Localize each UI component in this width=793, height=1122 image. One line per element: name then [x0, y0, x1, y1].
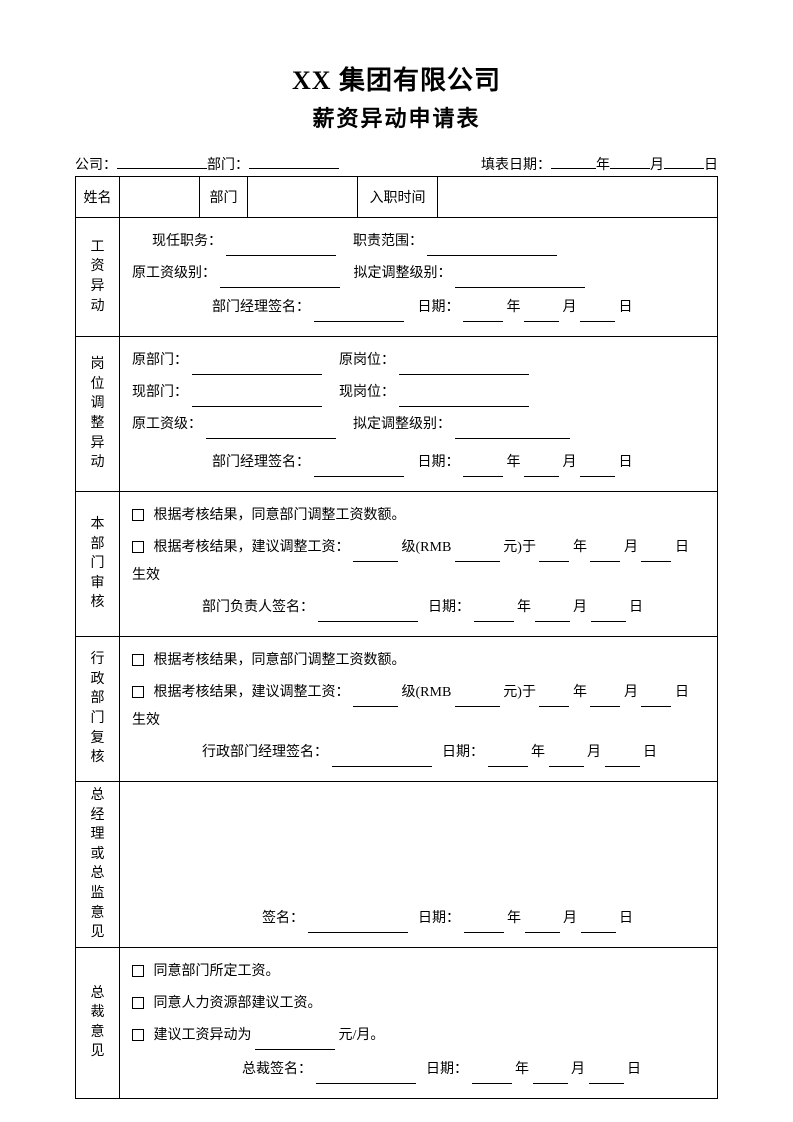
checkbox-icon[interactable] — [132, 686, 144, 698]
current-position-label: 现任职务： — [152, 234, 222, 249]
basic-info-row: 姓名 部门 入职时间 — [76, 177, 718, 218]
position-change-row: 岗位调整异动 原部门： 原岗位： 现部门： 现岗位： 原工资级： — [76, 337, 718, 492]
gm-opinion-row: 总经理或总监意见 签名： 日期： 年 月 日 — [76, 782, 718, 948]
salary-change-row: 工资异动 现任职务： 职责范围： 原工资级别： 拟定调整级别： 部门经理签名： — [76, 218, 718, 337]
admin-review-row: 行政部门复核 根据考核结果，同意部门调整工资数额。 根据考核结果，建议调整工资：… — [76, 637, 718, 782]
title-block: XX 集团有限公司 薪资异动申请表 — [75, 60, 718, 133]
hire-date-label: 入职时间 — [358, 177, 438, 218]
current-position-input[interactable] — [226, 238, 336, 256]
sig-year-input[interactable] — [463, 304, 503, 322]
admin-review-side: 行政部门复核 — [76, 637, 120, 782]
ceo-opt1: 同意部门所定工资。 — [154, 964, 280, 979]
checkbox-icon[interactable] — [132, 509, 144, 521]
year-input[interactable] — [551, 151, 596, 169]
dept-review-row: 本部门审核 根据考核结果，同意部门调整工资数额。 根据考核结果，建议调整工资： … — [76, 492, 718, 637]
company-title: XX 集团有限公司 — [75, 60, 718, 97]
orig-post-input[interactable] — [399, 357, 529, 375]
orig-dept-input[interactable] — [192, 357, 322, 375]
dept-opt1: 根据考核结果，同意部门调整工资数额。 — [154, 508, 406, 523]
checkbox-icon[interactable] — [132, 997, 144, 1009]
gm-opinion-side: 总经理或总监意见 — [76, 782, 120, 948]
company-input[interactable] — [117, 151, 207, 169]
sig-month-input[interactable] — [524, 304, 559, 322]
dept-review-content: 根据考核结果，同意部门调整工资数额。 根据考核结果，建议调整工资： 级(RMB … — [120, 492, 718, 637]
dept-cell-input[interactable] — [248, 177, 358, 218]
fill-date-label: 填表日期： — [481, 154, 551, 174]
day-input[interactable] — [664, 151, 704, 169]
orig-grade-input[interactable] — [220, 270, 340, 288]
salary-change-side: 工资异动 — [76, 218, 120, 337]
gm-sig-label: 签名： — [262, 911, 304, 926]
year-label: 年 — [596, 154, 610, 174]
dept-cell-label: 部门 — [200, 177, 248, 218]
orig-grade-label: 原工资级别： — [132, 266, 216, 281]
manager-sig-label: 部门经理签名： — [212, 300, 310, 315]
orig-dept-label: 原部门： — [132, 353, 188, 368]
month-input[interactable] — [610, 151, 650, 169]
orig-grade2-input[interactable] — [206, 421, 336, 439]
scope-label: 职责范围： — [353, 234, 423, 249]
checkbox-icon[interactable] — [132, 541, 144, 553]
position-change-side: 岗位调整异动 — [76, 337, 120, 492]
salary-change-content: 现任职务： 职责范围： 原工资级别： 拟定调整级别： 部门经理签名： 日期： — [120, 218, 718, 337]
admin-sig-label: 行政部门经理签名： — [202, 745, 328, 760]
company-label: 公司： — [75, 154, 117, 174]
scope-input[interactable] — [427, 238, 557, 256]
header-fields: 公司： 部门： 填表日期： 年 月 日 — [75, 151, 718, 176]
ceo-opt2: 同意人力资源部建议工资。 — [154, 996, 322, 1011]
admin-opt2a: 根据考核结果，建议调整工资： — [154, 685, 350, 700]
position-change-content: 原部门： 原岗位： 现部门： 现岗位： 原工资级： 拟定调整级别： — [120, 337, 718, 492]
date2-label: 日期： — [418, 455, 460, 470]
orig-grade2-label: 原工资级： — [132, 417, 202, 432]
dept-label: 部门： — [207, 154, 249, 174]
ceo-opt3a: 建议工资异动为 — [154, 1028, 252, 1043]
manager-sig2-input[interactable] — [314, 459, 404, 477]
admin-review-content: 根据考核结果，同意部门调整工资数额。 根据考核结果，建议调整工资： 级(RMB … — [120, 637, 718, 782]
manager-sig-input[interactable] — [314, 304, 404, 322]
new-dept-input[interactable] — [192, 389, 322, 407]
orig-post-label: 原岗位： — [339, 353, 395, 368]
new-grade-label: 拟定调整级别： — [354, 266, 452, 281]
dept-review-side: 本部门审核 — [76, 492, 120, 637]
form-title: 薪资异动申请表 — [75, 101, 718, 133]
new-post-input[interactable] — [399, 389, 529, 407]
dept-opt2a: 根据考核结果，建议调整工资： — [154, 540, 350, 555]
main-table: 姓名 部门 入职时间 工资异动 现任职务： 职责范围： 原工资级别： 拟定调整级… — [75, 176, 718, 1099]
checkbox-icon[interactable] — [132, 1029, 144, 1041]
checkbox-icon[interactable] — [132, 654, 144, 666]
ceo-opinion-row: 总裁意见 同意部门所定工资。 同意人力资源部建议工资。 建议工资异动为 元/月。… — [76, 947, 718, 1098]
new-grade2-label: 拟定调整级别： — [353, 417, 451, 432]
gm-opinion-content: 签名： 日期： 年 月 日 — [120, 782, 718, 948]
checkbox-icon[interactable] — [132, 965, 144, 977]
sig-day-input[interactable] — [580, 304, 615, 322]
hire-date-input[interactable] — [438, 177, 718, 218]
date-label: 日期： — [418, 300, 460, 315]
new-dept-label: 现部门： — [132, 385, 188, 400]
new-grade-input[interactable] — [455, 270, 585, 288]
dept-input[interactable] — [249, 151, 339, 169]
ceo-opinion-side: 总裁意见 — [76, 947, 120, 1098]
ceo-sig-label: 总裁签名： — [242, 1062, 312, 1077]
day-label: 日 — [704, 154, 718, 174]
new-post-label: 现岗位： — [339, 385, 395, 400]
name-input[interactable] — [120, 177, 200, 218]
ceo-opinion-content: 同意部门所定工资。 同意人力资源部建议工资。 建议工资异动为 元/月。 总裁签名… — [120, 947, 718, 1098]
manager-sig2-label: 部门经理签名： — [212, 455, 310, 470]
admin-opt1: 根据考核结果，同意部门调整工资数额。 — [154, 653, 406, 668]
dept-sig-label: 部门负责人签名： — [202, 600, 314, 615]
name-label: 姓名 — [76, 177, 120, 218]
new-grade2-input[interactable] — [455, 421, 570, 439]
month-label: 月 — [650, 154, 664, 174]
